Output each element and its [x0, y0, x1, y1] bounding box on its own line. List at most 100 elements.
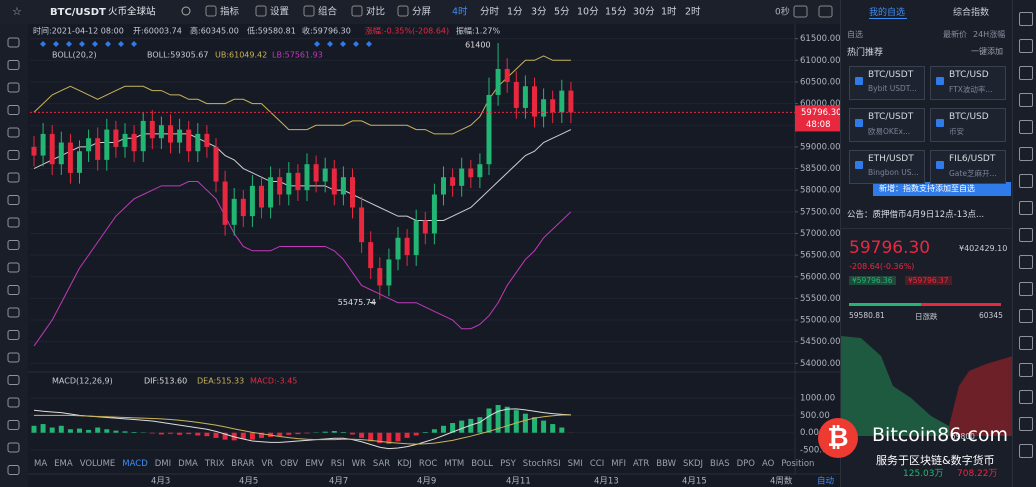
interval[interactable]: 10分	[577, 7, 599, 18]
side-icon[interactable]	[1019, 201, 1033, 215]
indicator-option[interactable]: WR	[351, 459, 366, 469]
side-icon[interactable]	[1019, 255, 1033, 269]
watch-card[interactable]: BTC/USDT Bybit USDT...	[849, 66, 925, 100]
fullscreen-icon[interactable]	[818, 5, 833, 18]
camera-icon[interactable]	[793, 5, 808, 18]
watch-card[interactable]: BTC/USD 币安	[930, 108, 1006, 142]
interval[interactable]: 15分	[605, 7, 627, 18]
tool-icon[interactable]	[7, 37, 20, 48]
checkbox[interactable]	[855, 161, 863, 169]
indicator-option[interactable]: TRIX	[204, 459, 225, 469]
side-icon[interactable]	[1019, 12, 1033, 26]
indicator-option[interactable]: RSI	[330, 459, 345, 469]
side-icon[interactable]	[1019, 39, 1033, 53]
tool-icon[interactable]	[7, 375, 20, 385]
indicator-option[interactable]: VOLUME	[79, 459, 116, 469]
tool-icon[interactable]	[7, 82, 20, 93]
side-icon[interactable]	[1019, 174, 1033, 188]
toolbar-button[interactable]: 对比	[366, 6, 385, 18]
side-icon[interactable]	[1019, 66, 1033, 80]
indicator-option[interactable]: SAR	[372, 459, 391, 469]
side-icon[interactable]	[1019, 336, 1033, 350]
watch-card[interactable]: BTC/USDT 欧易OKEx...	[849, 108, 925, 142]
indicator-option[interactable]: MACD	[122, 459, 148, 469]
side-icon[interactable]	[1019, 228, 1033, 242]
toolbar-button[interactable]: 组合	[318, 6, 338, 18]
indicator-option[interactable]: MA	[34, 459, 48, 469]
interval[interactable]: 1时	[661, 6, 677, 18]
watch-card[interactable]: FIL6/USDT Gate芝麻开...	[930, 150, 1006, 184]
auto-toggle[interactable]: 自动	[817, 476, 835, 487]
indicator-option[interactable]: BRAR	[231, 459, 255, 469]
interval[interactable]: 5分	[554, 7, 570, 18]
indicator-option[interactable]: ATR	[632, 459, 650, 469]
tool-icon[interactable]	[7, 442, 20, 453]
indicator-option[interactable]: EMA	[54, 459, 73, 469]
indicator-option[interactable]: MTM	[444, 459, 465, 469]
tab[interactable]: 综合指数	[953, 8, 990, 18]
star-icon[interactable]: ☆	[12, 5, 22, 18]
tool-icon[interactable]	[7, 105, 20, 115]
side-icon[interactable]	[1019, 417, 1033, 431]
toolbar-button[interactable]: 分屏	[412, 7, 431, 18]
checkbox[interactable]	[855, 77, 863, 85]
tool-icon[interactable]	[7, 307, 20, 318]
interval[interactable]: 3分	[531, 7, 547, 18]
checkbox[interactable]	[936, 77, 944, 85]
tool-icon[interactable]	[7, 217, 20, 228]
checkbox[interactable]	[936, 161, 944, 169]
notice[interactable]: 公告：质押借币4月9日12点-13点...	[847, 210, 985, 220]
side-icon[interactable]	[1019, 147, 1033, 161]
checkbox[interactable]	[855, 119, 863, 127]
tab[interactable]: 我的自选	[869, 8, 906, 18]
add-all[interactable]: 一键添加	[971, 47, 1003, 56]
tool-icon[interactable]	[7, 172, 20, 183]
indicator-option[interactable]: KDJ	[397, 459, 412, 469]
side-icon[interactable]	[1019, 282, 1033, 296]
watch-card[interactable]: BTC/USD FTX波动率...	[930, 66, 1006, 100]
indicator-option[interactable]: SMI	[567, 459, 583, 469]
toolbar-button[interactable]: 指标	[220, 6, 240, 18]
indicator-option[interactable]: MFI	[611, 459, 626, 469]
indicator-option[interactable]: DMA	[178, 459, 198, 469]
tool-icon[interactable]	[7, 465, 20, 475]
interval[interactable]: 2时	[685, 6, 701, 18]
tool-icon[interactable]	[7, 127, 20, 138]
tool-icon[interactable]	[7, 420, 20, 430]
indicator-option[interactable]: VR	[261, 459, 274, 469]
side-icon[interactable]	[1019, 93, 1033, 107]
watch-card[interactable]: ETH/USDT Bingbon US...	[849, 150, 925, 184]
tool-icon[interactable]	[7, 262, 20, 273]
toolbar-button[interactable]: 设置	[270, 7, 289, 18]
interval[interactable]: 1分	[507, 7, 523, 18]
indicator-option[interactable]: EMV	[305, 459, 324, 469]
indicator-option[interactable]: StochRSI	[522, 459, 561, 469]
checkbox[interactable]	[936, 119, 944, 127]
interval[interactable]: 30分	[633, 7, 655, 18]
interval[interactable]: 分时	[480, 6, 500, 18]
tool-icon[interactable]	[7, 330, 20, 340]
tool-icon[interactable]	[7, 397, 20, 408]
interval[interactable]: 4时	[452, 6, 468, 18]
indicator-option[interactable]: CCI	[589, 459, 605, 469]
tool-icon[interactable]	[7, 60, 20, 70]
indicator-option[interactable]: Position	[781, 459, 815, 469]
indicator-option[interactable]: BIAS	[710, 459, 730, 469]
search-icon[interactable]	[181, 6, 191, 16]
side-icon[interactable]	[1019, 390, 1033, 404]
side-icon[interactable]	[1019, 444, 1033, 458]
indicator-option[interactable]: DPO	[736, 459, 755, 469]
tool-icon[interactable]	[7, 352, 20, 363]
tool-icon[interactable]	[7, 150, 20, 160]
side-icon[interactable]	[1019, 363, 1033, 377]
indicator-option[interactable]: BOLL	[471, 459, 494, 469]
symbol[interactable]: BTC/USDT	[50, 7, 106, 18]
tool-icon[interactable]	[7, 240, 20, 250]
indicator-option[interactable]: AO	[761, 459, 775, 469]
tool-icon[interactable]	[7, 195, 20, 205]
indicator-option[interactable]: ROC	[418, 459, 438, 469]
indicator-option[interactable]: DMI	[154, 459, 172, 469]
indicator-option[interactable]: BBW	[656, 459, 677, 469]
indicator-option[interactable]: SKDJ	[683, 459, 704, 469]
side-icon[interactable]	[1019, 120, 1033, 134]
